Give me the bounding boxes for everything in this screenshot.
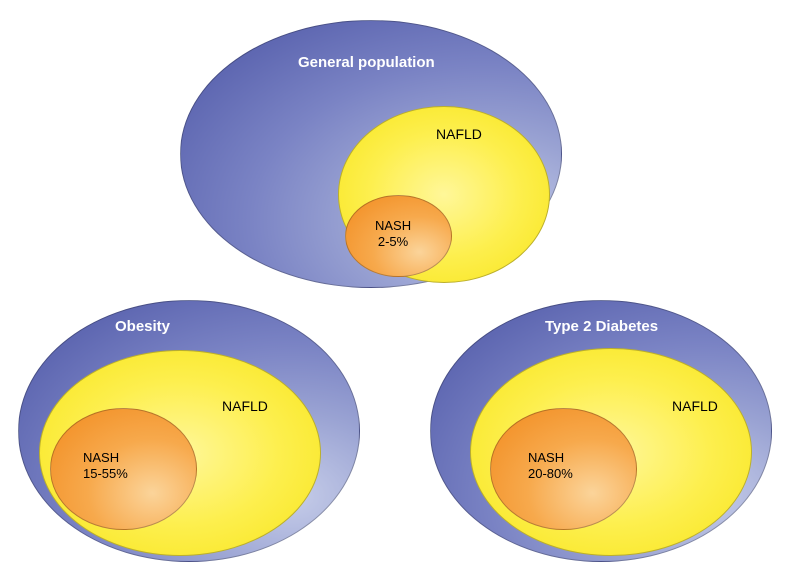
t2d-title-label: Type 2 Diabetes bbox=[545, 318, 658, 337]
t2d-nash-value: 20-80% bbox=[528, 466, 573, 481]
diagram-stage: General population NAFLD NASH 2-5% Obesi… bbox=[0, 0, 790, 579]
gp-nafld-label: NAFLD bbox=[436, 126, 482, 144]
obesity-nafld-label: NAFLD bbox=[222, 398, 268, 416]
gp-nash-label: NASH 2-5% bbox=[375, 218, 411, 251]
gp-nash-name: NASH bbox=[375, 218, 411, 233]
obesity-nash-name: NASH bbox=[83, 450, 119, 465]
obesity-nash-label: NASH 15-55% bbox=[83, 450, 128, 483]
gp-title-label: General population bbox=[298, 54, 435, 73]
obesity-title-label: Obesity bbox=[115, 318, 170, 337]
t2d-nafld-label: NAFLD bbox=[672, 398, 718, 416]
t2d-nash-label: NASH 20-80% bbox=[528, 450, 573, 483]
t2d-nash-name: NASH bbox=[528, 450, 564, 465]
obesity-nash-value: 15-55% bbox=[83, 466, 128, 481]
gp-nash-value: 2-5% bbox=[378, 234, 408, 249]
